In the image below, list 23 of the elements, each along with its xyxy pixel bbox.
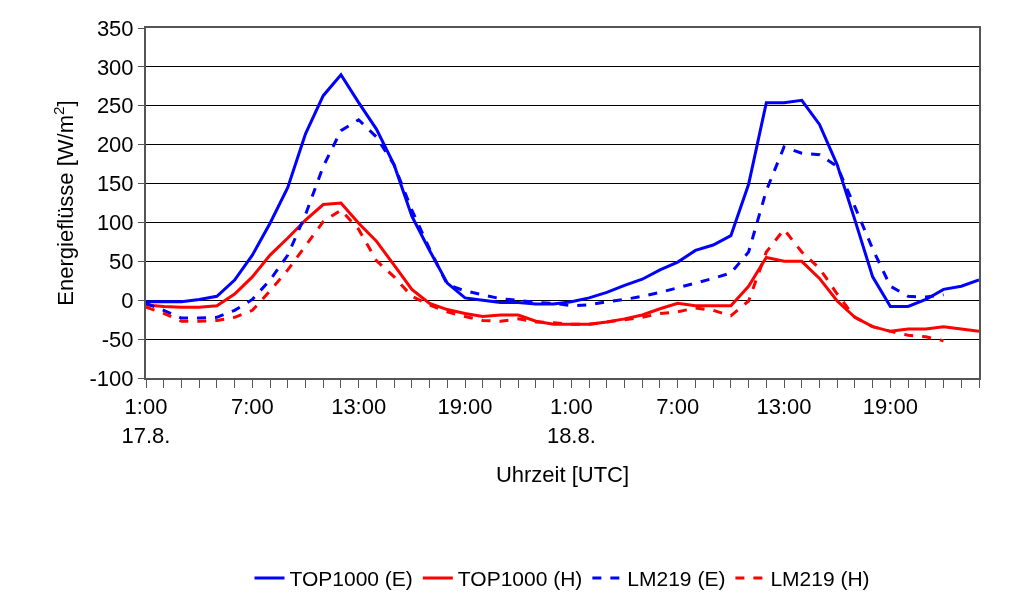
x-tick-label: 13:00: [331, 394, 387, 420]
y-tick-label: 300: [96, 54, 134, 80]
y-tick-label: 0: [121, 287, 134, 313]
x-tick-label: 19:00: [437, 394, 493, 420]
y-tick-label: 350: [96, 15, 134, 41]
x-tick-label: 7:00: [230, 394, 274, 420]
x-tick-label: 1:00 17.8.: [121, 394, 171, 448]
y-tick-label: 50: [109, 249, 134, 275]
x-tick-label: 1:00 18.8.: [546, 394, 596, 448]
x-axis-title: Uhrzeit [UTC]: [495, 462, 630, 488]
x-tick-label: 7:00: [656, 394, 700, 420]
legend-label: TOP1000 (E): [289, 567, 413, 591]
legend-label: LM219 (H): [770, 567, 870, 591]
y-tick-label: -50: [101, 326, 134, 352]
y-tick-label: -100: [89, 365, 134, 391]
legend-label: TOP1000 (H): [457, 567, 583, 591]
legend-label: LM219 (E): [627, 567, 726, 591]
y-tick-label: 150: [96, 171, 134, 197]
x-tick-label: 19:00: [862, 394, 918, 420]
x-tick-label: 13:00: [756, 394, 812, 420]
y-tick-label: 100: [96, 210, 134, 236]
y-tick-label: 200: [96, 132, 134, 158]
y-tick-label: 250: [96, 93, 134, 119]
